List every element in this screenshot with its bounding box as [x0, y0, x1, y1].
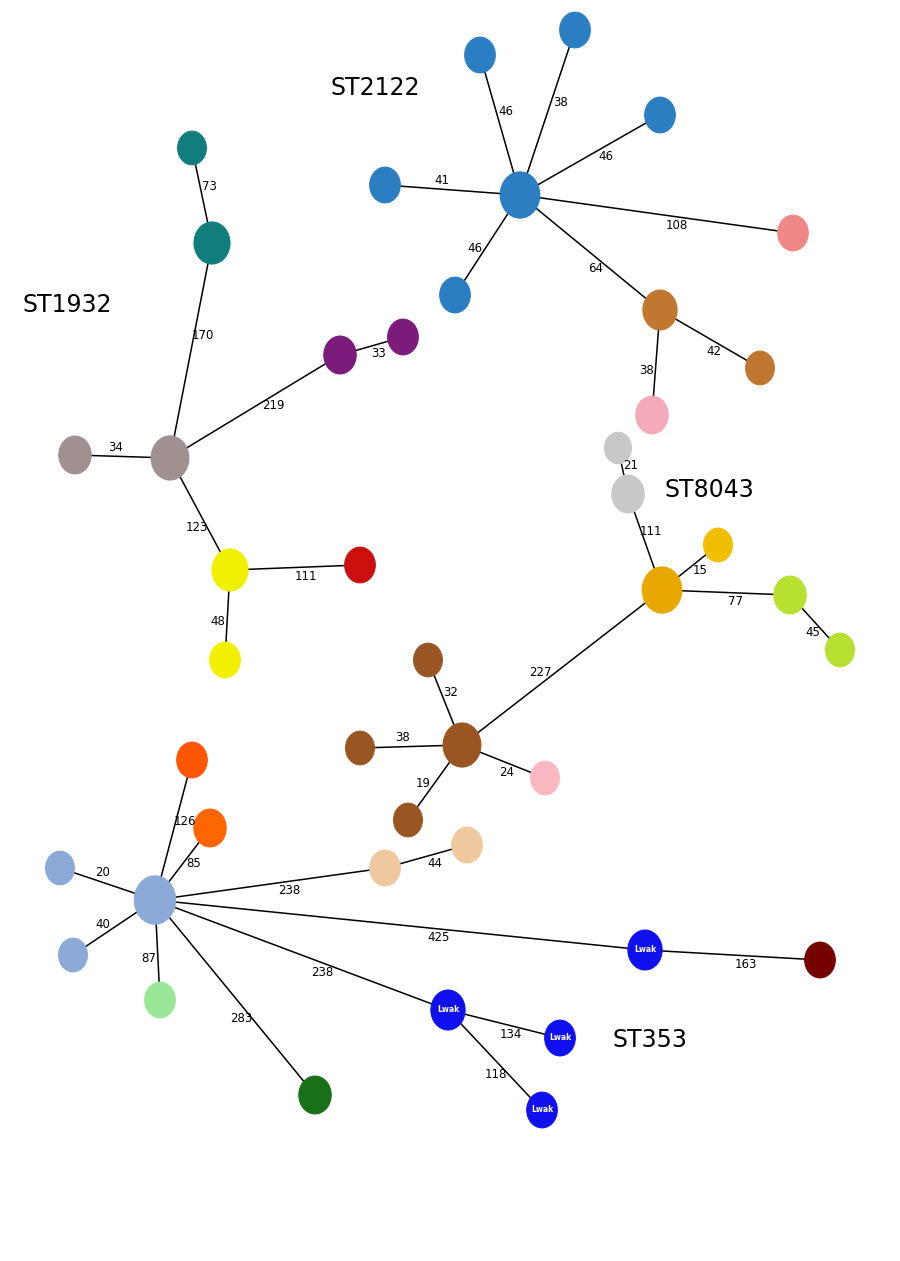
Text: 123: 123 [185, 521, 208, 533]
Ellipse shape [443, 723, 481, 767]
Text: 19: 19 [416, 777, 431, 789]
Ellipse shape [778, 216, 808, 251]
Text: 40: 40 [95, 918, 110, 931]
Ellipse shape [134, 876, 176, 924]
Ellipse shape [531, 762, 560, 794]
Ellipse shape [464, 37, 495, 73]
Text: 227: 227 [529, 666, 552, 680]
Ellipse shape [370, 850, 400, 885]
Ellipse shape [194, 810, 226, 847]
Text: Lwak: Lwak [549, 1034, 572, 1043]
Text: 46: 46 [467, 242, 482, 255]
Text: 64: 64 [588, 262, 603, 275]
Ellipse shape [58, 436, 91, 474]
Text: ST8043: ST8043 [665, 478, 755, 502]
Ellipse shape [393, 803, 422, 837]
Text: 238: 238 [310, 966, 333, 979]
Text: 15: 15 [693, 565, 707, 578]
Text: 108: 108 [666, 219, 688, 232]
Text: ST2122: ST2122 [330, 76, 419, 100]
Text: 34: 34 [108, 441, 122, 454]
Ellipse shape [212, 549, 248, 591]
Ellipse shape [431, 990, 465, 1030]
Text: 126: 126 [174, 815, 196, 827]
Text: Lwak: Lwak [531, 1106, 554, 1115]
Text: Lwak: Lwak [436, 1005, 459, 1015]
Ellipse shape [299, 1076, 331, 1113]
Ellipse shape [628, 931, 662, 970]
Ellipse shape [452, 827, 482, 863]
Ellipse shape [605, 433, 632, 464]
Text: 85: 85 [186, 857, 202, 870]
Ellipse shape [500, 171, 540, 218]
Ellipse shape [643, 290, 677, 330]
Text: 38: 38 [639, 363, 653, 377]
Ellipse shape [440, 277, 471, 313]
Ellipse shape [388, 319, 418, 354]
Text: 48: 48 [211, 615, 226, 628]
Text: 21: 21 [624, 459, 638, 472]
Ellipse shape [643, 567, 682, 613]
Text: 42: 42 [706, 346, 721, 358]
Text: 41: 41 [435, 174, 450, 187]
Text: 134: 134 [500, 1029, 522, 1042]
Ellipse shape [704, 528, 733, 562]
Ellipse shape [560, 13, 590, 48]
Text: 24: 24 [500, 765, 514, 779]
Text: 33: 33 [372, 347, 386, 359]
Text: 77: 77 [728, 595, 743, 608]
Ellipse shape [58, 938, 87, 972]
Text: 45: 45 [805, 627, 820, 639]
Text: 46: 46 [598, 150, 613, 163]
Text: 87: 87 [141, 952, 157, 965]
Text: Lwak: Lwak [634, 946, 656, 955]
Text: ST1932: ST1932 [22, 293, 112, 317]
Text: 44: 44 [428, 856, 443, 870]
Ellipse shape [176, 743, 207, 778]
Text: 425: 425 [428, 932, 449, 944]
Ellipse shape [210, 642, 240, 678]
Text: 111: 111 [640, 525, 662, 537]
Text: 38: 38 [395, 731, 410, 744]
Ellipse shape [635, 396, 668, 434]
Ellipse shape [370, 168, 400, 203]
Text: 163: 163 [734, 958, 757, 971]
Ellipse shape [805, 942, 835, 977]
Text: 219: 219 [262, 400, 284, 412]
Ellipse shape [194, 222, 230, 264]
Text: 38: 38 [554, 96, 568, 108]
Ellipse shape [345, 547, 375, 583]
Text: 46: 46 [498, 105, 513, 117]
Text: 283: 283 [230, 1013, 252, 1025]
Ellipse shape [745, 352, 774, 385]
Ellipse shape [324, 337, 356, 375]
Ellipse shape [46, 851, 75, 885]
Text: 32: 32 [443, 686, 458, 699]
Ellipse shape [346, 731, 374, 765]
Text: 20: 20 [95, 866, 110, 879]
Text: 118: 118 [485, 1068, 507, 1081]
Ellipse shape [177, 131, 206, 165]
Ellipse shape [544, 1020, 575, 1055]
Ellipse shape [644, 97, 675, 132]
Text: 73: 73 [202, 179, 217, 193]
Ellipse shape [414, 643, 443, 677]
Text: 111: 111 [294, 570, 317, 583]
Text: 170: 170 [192, 329, 214, 342]
Ellipse shape [825, 633, 854, 667]
Ellipse shape [612, 475, 644, 513]
Ellipse shape [145, 982, 176, 1018]
Ellipse shape [774, 576, 806, 614]
Text: 238: 238 [278, 884, 301, 897]
Text: ST353: ST353 [613, 1028, 688, 1052]
Ellipse shape [151, 436, 189, 480]
Ellipse shape [526, 1092, 557, 1127]
